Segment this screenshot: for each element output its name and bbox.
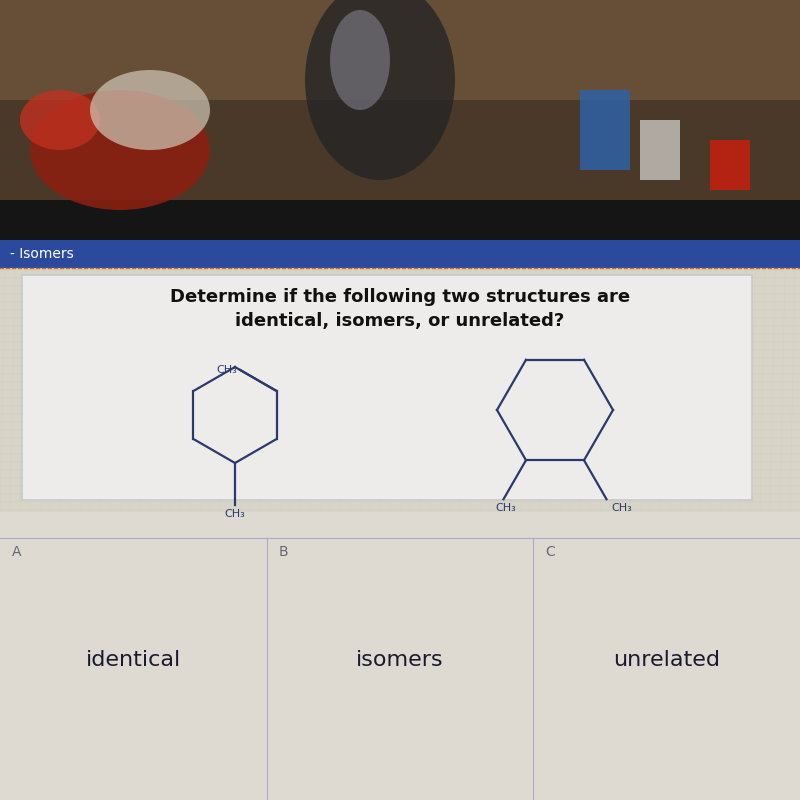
Text: Determine if the following two structures are: Determine if the following two structure… xyxy=(170,288,630,306)
Bar xyxy=(580,90,630,170)
Text: - Isomers: - Isomers xyxy=(10,247,74,261)
Ellipse shape xyxy=(90,70,210,150)
Text: identical: identical xyxy=(86,650,181,670)
Ellipse shape xyxy=(30,90,210,210)
Text: CH₃: CH₃ xyxy=(225,509,246,519)
Text: C: C xyxy=(545,545,554,559)
Text: CH₃: CH₃ xyxy=(217,365,237,375)
FancyBboxPatch shape xyxy=(0,200,800,245)
FancyBboxPatch shape xyxy=(0,240,800,268)
Text: identical, isomers, or unrelated?: identical, isomers, or unrelated? xyxy=(235,312,565,330)
Text: A: A xyxy=(12,545,22,559)
FancyBboxPatch shape xyxy=(0,0,800,310)
Text: isomers: isomers xyxy=(356,650,444,670)
Ellipse shape xyxy=(20,90,100,150)
FancyBboxPatch shape xyxy=(0,0,800,100)
Ellipse shape xyxy=(305,0,455,180)
FancyBboxPatch shape xyxy=(0,268,800,512)
FancyBboxPatch shape xyxy=(0,512,800,800)
Ellipse shape xyxy=(330,10,390,110)
FancyBboxPatch shape xyxy=(22,275,752,500)
Text: CH₃: CH₃ xyxy=(611,503,632,514)
Text: CH₃: CH₃ xyxy=(495,503,516,514)
Text: B: B xyxy=(279,545,289,559)
Text: unrelated: unrelated xyxy=(613,650,720,670)
Bar xyxy=(640,120,680,180)
Bar xyxy=(710,140,750,190)
